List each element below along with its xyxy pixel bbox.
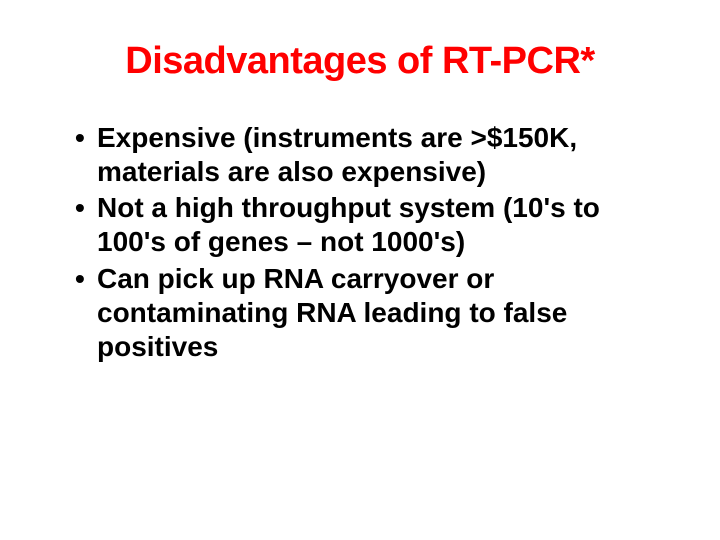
slide-title: Disadvantages of RT-PCR* [55,40,665,83]
bullet-list: Expensive (instruments are >$150K, mater… [55,121,665,364]
slide-container: Disadvantages of RT-PCR* Expensive (inst… [0,0,720,540]
list-item: Not a high throughput system (10's to 10… [55,191,665,259]
list-item: Expensive (instruments are >$150K, mater… [55,121,665,189]
list-item: Can pick up RNA carryover or contaminati… [55,262,665,364]
